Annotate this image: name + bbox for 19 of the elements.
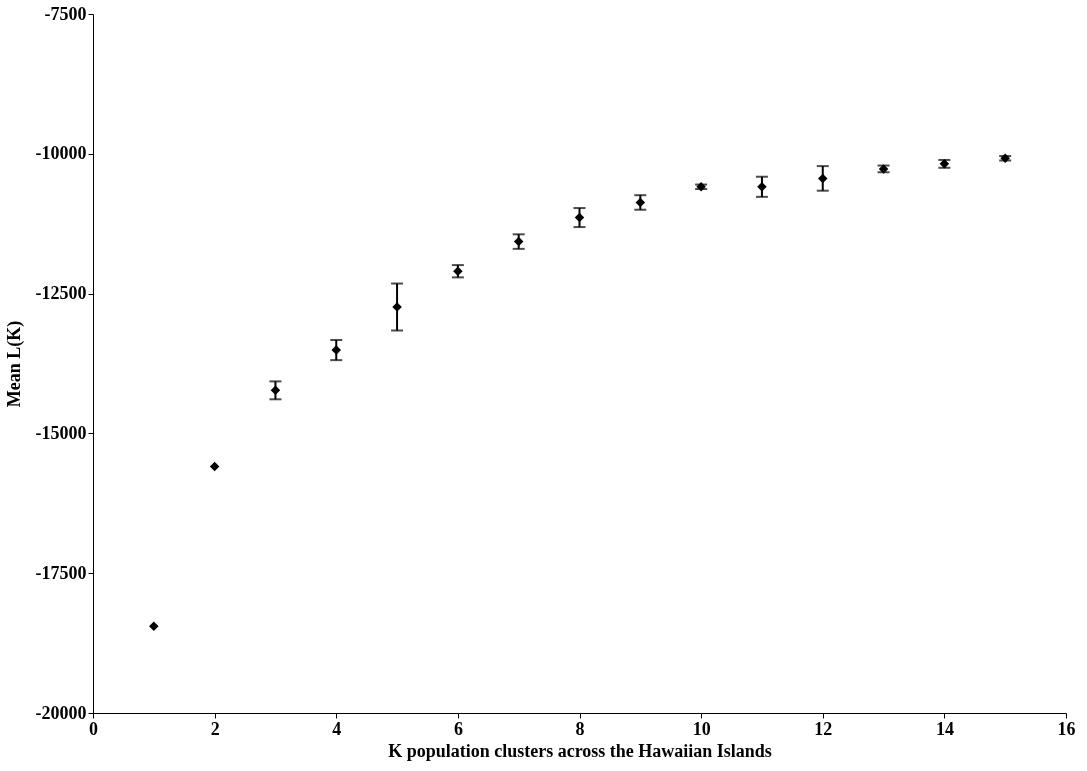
x-tick-label: 8 (575, 718, 585, 739)
point (209, 461, 220, 472)
y-tick-label: -7500 (44, 3, 87, 24)
x-tick-label: 10 (692, 718, 711, 739)
y-tick-label: -20000 (35, 702, 87, 723)
point (149, 621, 159, 632)
x-tick-label: 16 (1057, 718, 1076, 739)
x-tick-label: 14 (935, 718, 954, 739)
y-tick-label: -10000 (35, 143, 87, 164)
y-tick-label: -12500 (35, 283, 87, 304)
x-tick-label: 2 (210, 718, 220, 739)
y-axis-title: Mean L(K) (3, 320, 25, 408)
x-tick-label: 6 (453, 718, 463, 739)
y-tick-label: -15000 (35, 422, 87, 443)
y-tick-label: -17500 (35, 562, 87, 583)
x-tick-label: 0 (89, 718, 98, 739)
x-axis-title: K population clusters across the Hawaiian Islands (388, 740, 772, 761)
x-tick-label: 4 (332, 718, 342, 739)
x-tick-label: 12 (814, 718, 833, 739)
